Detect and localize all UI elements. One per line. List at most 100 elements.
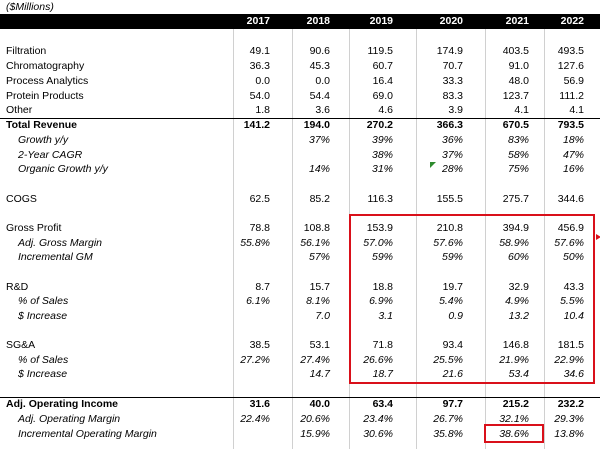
- row-label: Chromatography: [6, 60, 85, 72]
- cell-2019: 119.5: [367, 45, 394, 57]
- cell-2020: 97.7: [442, 398, 463, 410]
- table-row-process-analytics: Process Analytics 0.0 0.0 16.4 33.3 48.0 56.9: [0, 74, 600, 89]
- cell-2019: 153.9: [366, 222, 393, 234]
- cell-2020: 26.7%: [433, 413, 463, 425]
- cell-2017: 0.0: [255, 75, 270, 87]
- cell-2018: 7.0: [315, 310, 330, 322]
- cell-2019: 31%: [371, 163, 393, 175]
- cell-2022: 456.9: [557, 222, 584, 234]
- cell-2022: 34.6: [563, 368, 584, 380]
- cell-2019: 69.0: [372, 90, 393, 102]
- cell-2020: 210.8: [436, 222, 463, 234]
- cell-2019: 4.6: [378, 104, 393, 116]
- cell-2022: 127.6: [557, 60, 584, 72]
- row-label: 2-Year CAGR: [18, 149, 83, 161]
- cell-2020: 37%: [441, 149, 463, 161]
- cell-2018: 20.6%: [300, 413, 330, 425]
- cell-2022: 29.3%: [554, 413, 584, 425]
- cell-2019: 71.8: [372, 339, 393, 351]
- cell-2022: 10.4: [563, 310, 584, 322]
- cell-2018: 90.6: [309, 45, 330, 57]
- highlight-box-incremental-margin: [484, 424, 544, 443]
- column-divider: [292, 29, 293, 449]
- row-label: Adj. Gross Margin: [18, 237, 103, 249]
- highlight-box-margins: [349, 214, 595, 384]
- cell-2017: 49.1: [249, 45, 270, 57]
- cell-2017: 38.5: [249, 339, 270, 351]
- cell-2017: 62.5: [249, 193, 270, 205]
- cell-2022: 13.8%: [554, 428, 584, 440]
- cell-2017: 22.4%: [240, 413, 270, 425]
- table-row-protein-products: Protein Products 54.0 54.4 69.0 83.3 123.7 111…: [0, 89, 600, 104]
- cell-2019: 26.6%: [363, 354, 393, 366]
- cell-2020: 59%: [441, 251, 463, 263]
- table-row-growth-yy: Growth y/y 37% 39% 36% 83% 18%: [0, 133, 600, 148]
- cell-2019: 39%: [371, 134, 393, 146]
- cell-2021: 58.9%: [499, 237, 529, 249]
- row-label: Total Revenue: [6, 119, 77, 131]
- table-row-total-revenue: Total Revenue 141.2 194.0 270.2 366.3 670.5 79…: [0, 118, 600, 133]
- cell-2021: 75%: [507, 163, 529, 175]
- year-header-2019: 2019: [369, 15, 393, 27]
- cell-2017: 27.2%: [240, 354, 270, 366]
- cell-2021: 394.9: [502, 222, 529, 234]
- cell-2020: 28%: [441, 163, 463, 175]
- cell-2019: 270.2: [366, 119, 393, 131]
- row-label: Incremental Operating Margin: [18, 428, 157, 440]
- year-header-2018: 2018: [306, 15, 330, 27]
- cell-2022: 232.2: [557, 398, 584, 410]
- cell-2018: 40.0: [309, 398, 330, 410]
- cell-2018: 0.0: [315, 75, 330, 87]
- row-label: $ Increase: [18, 310, 68, 322]
- table-row-rnd: R&D 8.7 15.7 18.8 19.7 32.9 43.3: [0, 280, 600, 295]
- year-header-2020: 2020: [439, 15, 463, 27]
- cell-2020: 21.6: [442, 368, 463, 380]
- row-label: Filtration: [6, 45, 47, 57]
- cell-2017: 6.1%: [246, 295, 270, 307]
- cell-2022: 47%: [562, 149, 584, 161]
- table-row-gross-profit: Gross Profit 78.8 108.8 153.9 210.8 394.9 456.…: [0, 221, 600, 236]
- table-row-rnd-increase: $ Increase 7.0 3.1 0.9 13.2 10.4: [0, 309, 600, 324]
- cell-2020: 36%: [441, 134, 463, 146]
- year-header-2017: 2017: [246, 15, 270, 27]
- row-label: % of Sales: [18, 354, 69, 366]
- cell-2021: 60%: [507, 251, 529, 263]
- cell-2022: 50%: [562, 251, 584, 263]
- cell-2021: 4.9%: [505, 295, 529, 307]
- cell-2021: 123.7: [502, 90, 529, 102]
- comment-marker-icon: [596, 234, 600, 240]
- column-divider: [485, 29, 486, 449]
- cell-2019: 38%: [371, 149, 393, 161]
- table-row-cogs: COGS 62.5 85.2 116.3 155.5 275.7 344.6: [0, 192, 600, 207]
- cell-2021: 38.6%: [499, 428, 529, 440]
- units-label: ($Millions): [6, 1, 54, 13]
- cell-2020: 57.6%: [433, 237, 463, 249]
- cell-2018: 85.2: [309, 193, 330, 205]
- cell-2021: 32.1%: [499, 413, 529, 425]
- cell-2022: 5.5%: [560, 295, 584, 307]
- cell-2019: 18.7: [372, 368, 393, 380]
- column-divider: [233, 29, 234, 449]
- cell-2020: 35.8%: [433, 428, 463, 440]
- cell-2020: 155.5: [436, 193, 463, 205]
- cell-2020: 83.3: [442, 90, 463, 102]
- row-label: R&D: [6, 281, 29, 293]
- cell-2022: 793.5: [557, 119, 584, 131]
- cell-2021: 53.4: [508, 368, 529, 380]
- cell-2021: 215.2: [502, 398, 529, 410]
- cell-2022: 22.9%: [554, 354, 584, 366]
- cell-2020: 174.9: [436, 45, 463, 57]
- cell-2018: 3.6: [315, 104, 330, 116]
- comment-marker-icon: [430, 162, 436, 168]
- cell-2021: 670.5: [502, 119, 529, 131]
- table-row-sga-increase: $ Increase 14.7 18.7 21.6 53.4 34.6: [0, 367, 600, 382]
- cell-2019: 30.6%: [363, 428, 393, 440]
- row-label: Adj. Operating Income: [6, 398, 119, 410]
- table-row-other: Other 1.8 3.6 4.6 3.9 4.1 4.1: [0, 103, 600, 118]
- row-label: Other: [6, 104, 33, 116]
- table-row-adj-operating-margin: Adj. Operating Margin 22.4% 20.6% 23.4% 26.7…: [0, 412, 600, 427]
- row-label: COGS: [6, 193, 37, 205]
- cell-2018: 14%: [308, 163, 330, 175]
- cell-2017: 54.0: [249, 90, 270, 102]
- cell-2020: 33.3: [442, 75, 463, 87]
